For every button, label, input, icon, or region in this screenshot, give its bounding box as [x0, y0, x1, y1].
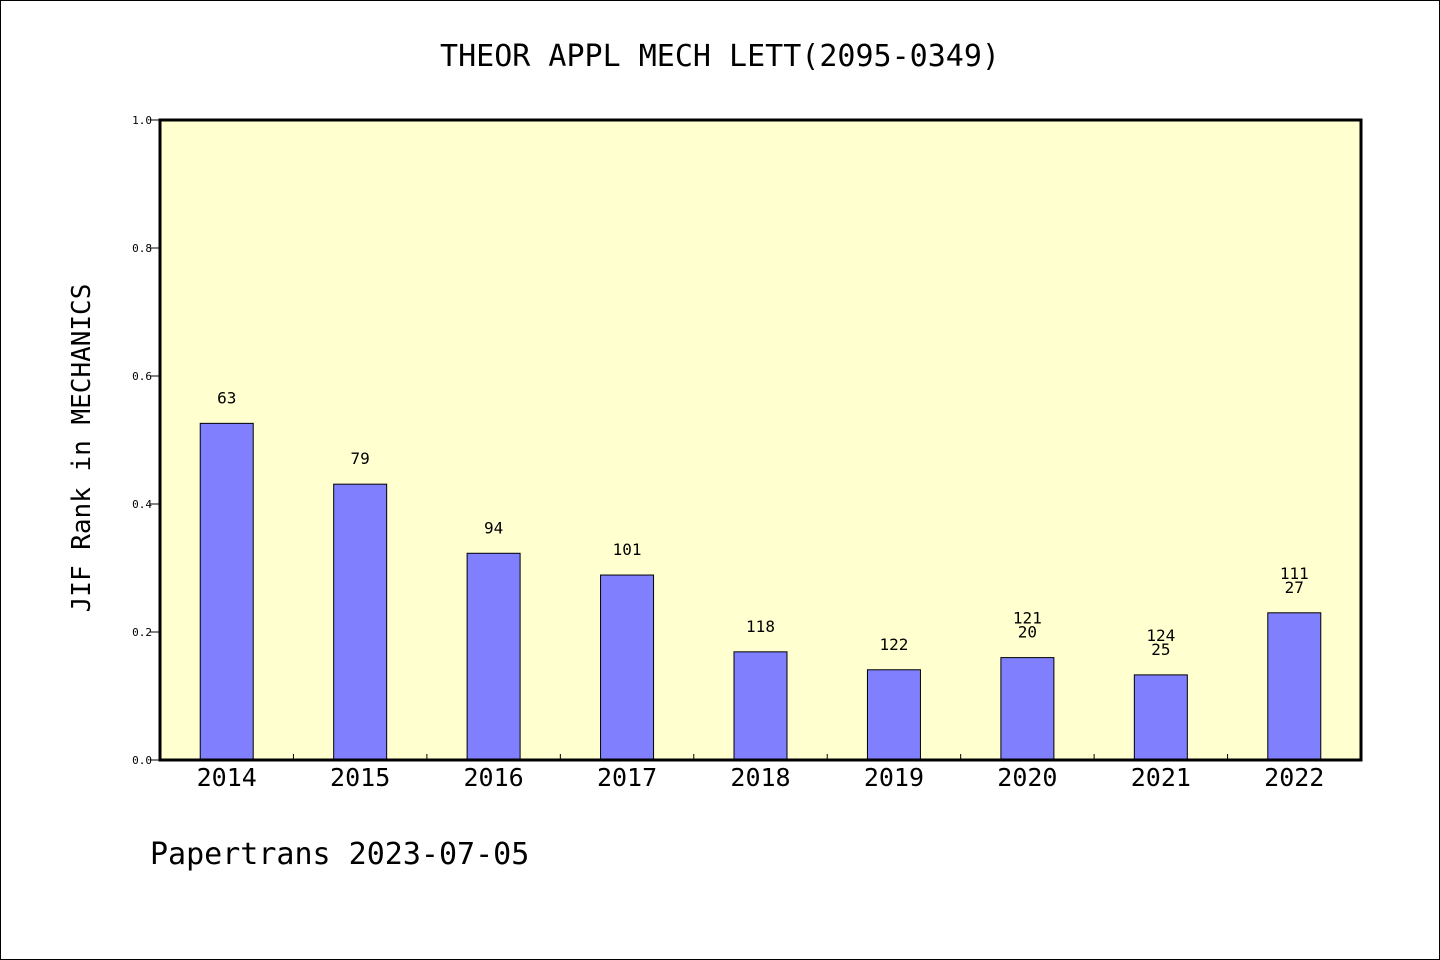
y-tick-label: 0.4 — [132, 498, 152, 511]
data-label: 122 — [879, 635, 908, 654]
x-tick-label: 2016 — [464, 763, 524, 792]
footer-credit: Papertrans 2023-07-05 — [150, 837, 529, 872]
x-tick-label: 2021 — [1131, 763, 1191, 792]
bar-2018 — [733, 651, 788, 761]
bars — [199, 422, 1322, 761]
bar-2021 — [1133, 674, 1188, 761]
bar-2016 — [466, 552, 521, 761]
data-label: 111 — [1280, 564, 1309, 583]
x-axis-ticks: 2014 2015 2016 2017 2018 2019 2020 2021 2022 — [197, 754, 1324, 792]
bar-2019 — [866, 669, 921, 761]
x-tick-label: 2022 — [1264, 763, 1324, 792]
data-label: 121 — [1013, 609, 1042, 628]
bar-2015 — [333, 483, 388, 761]
x-tick-label: 2014 — [197, 763, 257, 792]
x-tick-label: 2015 — [330, 763, 390, 792]
x-tick-label: 2018 — [730, 763, 790, 792]
y-tick-label: 1.0 — [132, 114, 152, 127]
y-tick-label: 0.0 — [132, 754, 152, 767]
y-axis-ticks: 0.0 0.2 0.4 0.6 0.8 1.0 — [132, 114, 160, 767]
bar-2020 — [1000, 657, 1055, 761]
y-axis-label: JIF Rank in MECHANICS — [67, 284, 97, 613]
data-label: 94 — [484, 518, 503, 537]
bar-2017 — [600, 574, 655, 761]
y-tick-label: 0.6 — [132, 370, 152, 383]
bar-2014 — [199, 422, 254, 761]
x-tick-label: 2019 — [864, 763, 924, 792]
y-tick-label: 0.2 — [132, 626, 152, 639]
x-tick-label: 2020 — [997, 763, 1057, 792]
data-label: 63 — [217, 388, 236, 407]
bar-2022 — [1267, 612, 1322, 761]
y-tick-label: 0.8 — [132, 242, 152, 255]
data-label: 79 — [351, 449, 370, 468]
data-label: 101 — [613, 540, 642, 559]
data-label: 25 — [1151, 640, 1170, 659]
data-label: 20 — [1018, 623, 1037, 642]
data-label: 27 — [1285, 578, 1304, 597]
data-label: 118 — [746, 617, 775, 636]
plot-border — [158, 118, 1363, 762]
x-tick-label: 2017 — [597, 763, 657, 792]
chart-title: THEOR APPL MECH LETT(2095-0349) — [440, 39, 1000, 74]
data-label: 124 — [1146, 626, 1175, 645]
